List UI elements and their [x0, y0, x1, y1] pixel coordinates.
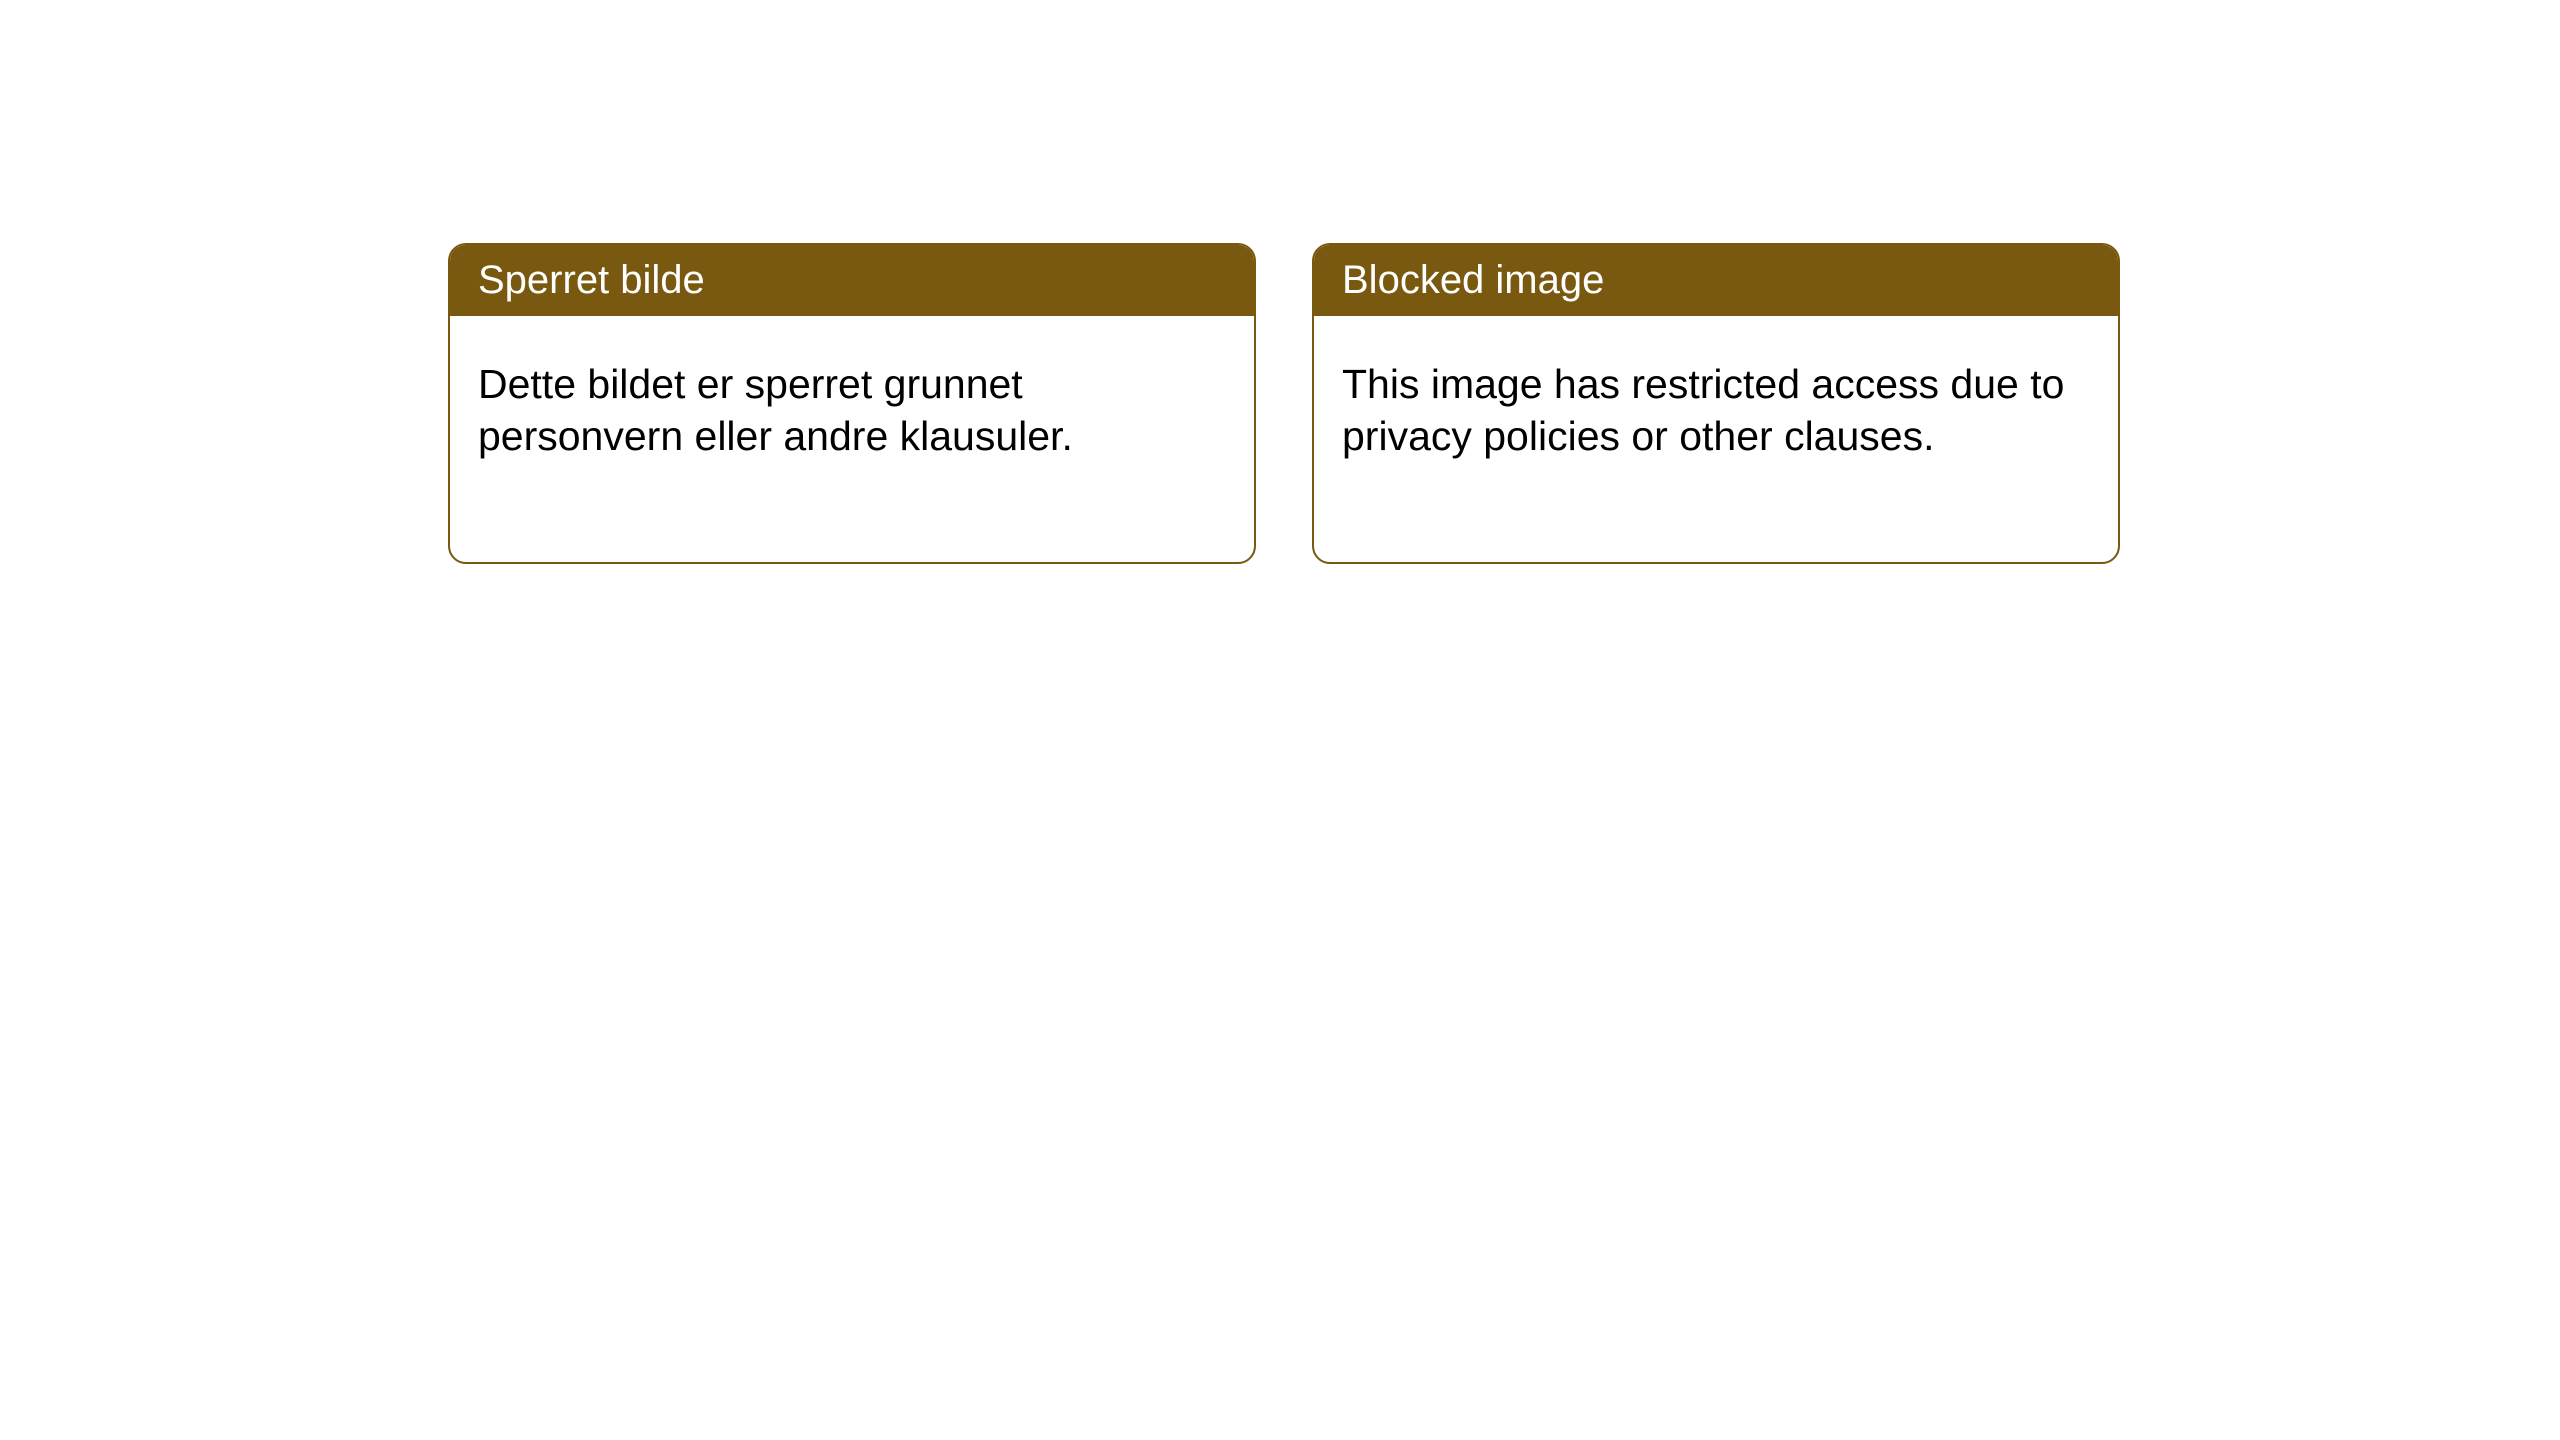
notice-card-body: Dette bildet er sperret grunnet personve…: [450, 316, 1254, 562]
notice-card-no: Sperret bilde Dette bildet er sperret gr…: [448, 243, 1256, 564]
notice-card-header: Blocked image: [1314, 245, 2118, 316]
notice-card-title: Blocked image: [1342, 258, 1604, 302]
notice-cards-row: Sperret bilde Dette bildet er sperret gr…: [448, 243, 2120, 564]
notice-card-body: This image has restricted access due to …: [1314, 316, 2118, 562]
notice-card-text: This image has restricted access due to …: [1342, 361, 2064, 459]
notice-card-text: Dette bildet er sperret grunnet personve…: [478, 361, 1073, 459]
notice-card-en: Blocked image This image has restricted …: [1312, 243, 2120, 564]
notice-card-header: Sperret bilde: [450, 245, 1254, 316]
notice-card-title: Sperret bilde: [478, 258, 705, 302]
